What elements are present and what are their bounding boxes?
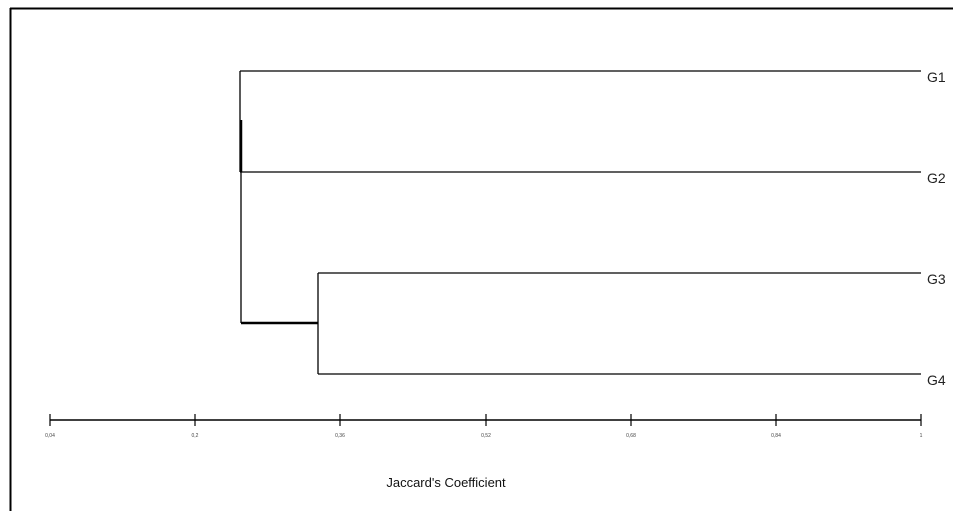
axis-tick-labels: 0,04 0,2 0,36 0,52 0,68 0,84 1 (45, 433, 922, 439)
leaf-labels: G1 G2 G3 G4 (927, 69, 946, 388)
axis-tick-label-1: 0,2 (192, 433, 199, 439)
axis-tick-label-3: 0,52 (481, 433, 491, 439)
leaf-label-g3: G3 (927, 271, 946, 287)
axis-title: Jaccard's Coefficient (386, 475, 506, 490)
axis-tick-label-4: 0,68 (626, 433, 636, 439)
leaf-label-g4: G4 (927, 372, 946, 388)
dendrogram-branches (239, 70, 921, 375)
axis-tick-label-2: 0,36 (335, 433, 345, 439)
leaf-label-g1: G1 (927, 69, 946, 85)
axis (49, 414, 922, 426)
axis-tick-label-0: 0,04 (45, 433, 55, 439)
leaf-label-g2: G2 (927, 170, 946, 186)
axis-tick-label-6: 1 (920, 433, 923, 439)
axis-tick-label-5: 0,84 (771, 433, 781, 439)
